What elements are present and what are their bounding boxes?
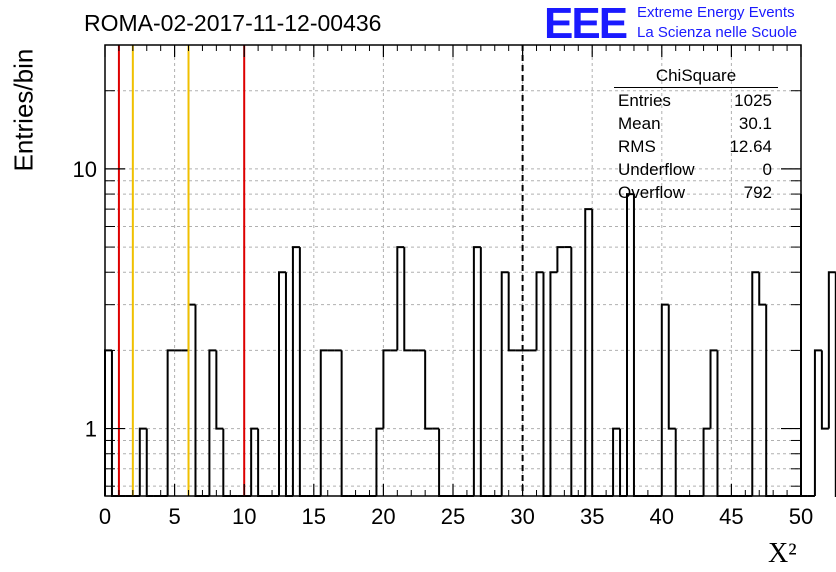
stats-value: 12.64 [729,137,772,156]
cut-lines [117,45,524,496]
stats-box: ChiSquare Entries 1025 Mean 30.1 RMS 12.64 … [614,66,778,204]
histogram-bin [660,303,669,496]
x-tick-label: 10 [232,504,256,529]
stats-value: 1025 [734,91,772,110]
histogram-bin [827,271,836,429]
histogram-bin [424,350,433,430]
histogram-bin [382,349,391,429]
logo-line-1: Extreme Energy Events [637,4,795,21]
histogram-bin [472,246,481,496]
histogram-bin [612,427,621,496]
histogram-bin [110,350,119,497]
axis-ticks: 0 5 10 15 20 25 30 35 40 45 50 1 10 [73,45,813,529]
x-tick-label: 45 [719,504,743,529]
x-tick-label: 15 [302,504,326,529]
stats-value: 792 [743,183,772,202]
stats-value: 30.1 [738,114,772,133]
histogram-bin [187,303,196,351]
histogram-bins [104,193,836,497]
stats-title: ChiSquare [614,66,778,88]
eee-logo: EEE [544,0,628,48]
x-tick-label: 35 [580,504,604,529]
histogram-bin [542,272,551,497]
histogram-bin [319,349,328,496]
y-tick-label: 10 [73,157,97,182]
histogram-bin [556,246,565,273]
histogram-bin [284,272,293,497]
stats-row: Entries 1025 [614,89,778,112]
y-axis-label: Entries/bin [8,48,39,172]
histogram-bin [716,350,725,497]
logo-line-2: La Scienza nelle Scuole [637,24,798,41]
x-tick-label: 5 [168,504,180,529]
histogram-bin [702,427,711,496]
x-tick-label: 20 [371,504,395,529]
histogram-bin [765,304,774,497]
histogram-bin [194,304,203,497]
histogram-bin [507,272,516,352]
stats-label: RMS [618,137,656,156]
histogram-bin [535,271,544,351]
stats-row: RMS 12.64 [614,135,778,158]
histogram-bin [375,427,384,496]
x-tick-label: 40 [650,504,674,529]
histogram-bin [632,194,641,497]
histogram-bin [584,208,593,496]
histogram-bin [278,271,286,496]
histogram-bin [813,349,822,496]
stats-value: 0 [762,160,772,179]
stats-label: Entries [618,91,671,110]
histogram-bin [166,349,175,496]
stats-label: Underflow [618,160,695,179]
y-tick-label: 1 [85,417,97,442]
x-tick-label: 0 [99,504,111,529]
histogram-bin [758,272,767,306]
histogram-bin [396,246,405,351]
stats-row: Underflow 0 [614,158,778,181]
histogram-bin [591,209,600,497]
histogram-bin [479,247,488,497]
histogram-bin [208,349,217,496]
histogram-bin [549,271,558,496]
histogram-bin [215,350,224,430]
histogram-bin [626,193,634,496]
x-axis-label: X² [768,538,797,569]
x-tick-label: 30 [510,504,534,529]
histogram-bin [403,247,412,352]
histogram-bin [138,427,147,496]
histogram-bin [250,427,259,496]
stats-row: Mean 30.1 [614,112,778,135]
histogram-bin [751,271,760,496]
histogram-bin [570,247,579,497]
stats-label: Overflow [618,183,686,202]
stats-label: Mean [618,114,661,133]
histogram-bin [667,304,676,430]
histogram-bin [500,271,509,496]
histogram-bin [104,349,112,496]
x-tick-label: 50 [789,504,813,529]
histogram-bin [340,350,349,497]
stats-row: Overflow 792 [614,181,778,204]
chart-title: ROMA-02-2017-11-12-00436 [84,10,382,36]
histogram-bin [291,246,300,496]
x-tick-label: 25 [441,504,465,529]
histogram-bin [820,350,829,430]
histogram-bin [709,349,718,429]
grid-lines [105,45,801,496]
histogram-bin [298,247,307,497]
